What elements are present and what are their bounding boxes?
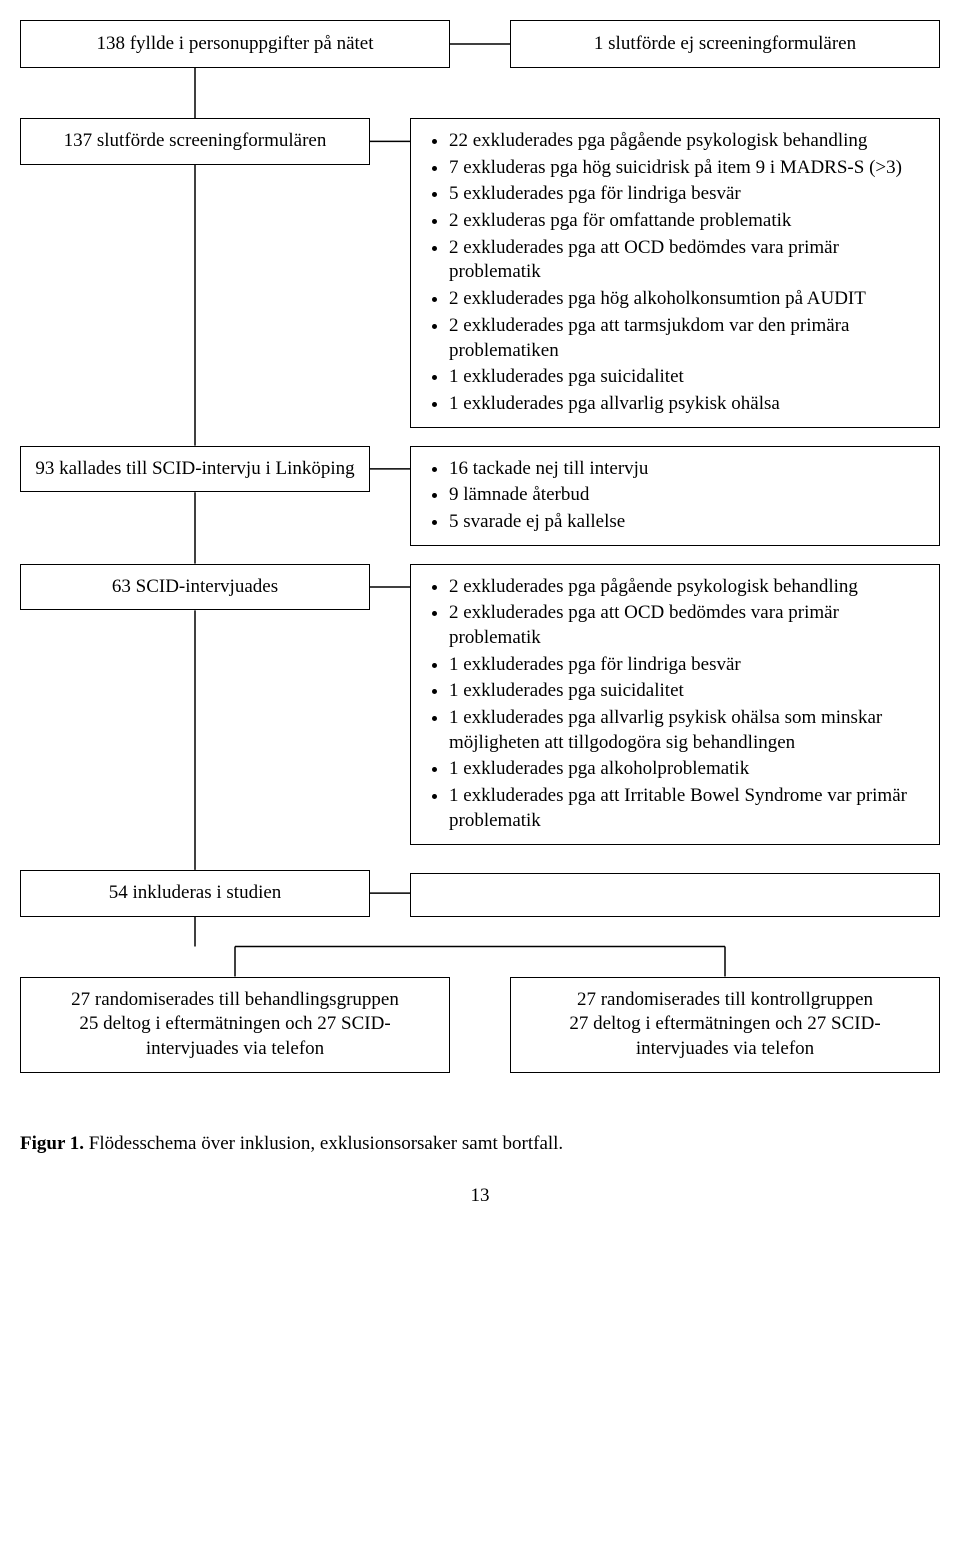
exclusion-list-3: 2 exkluderades pga pågående psykologisk … xyxy=(423,575,927,834)
box-kontrollgruppen: 27 randomiserades till kontrollgruppen27… xyxy=(510,977,940,1073)
box-empty xyxy=(410,873,940,917)
list-item: 1 exkluderades pga suicidalitet xyxy=(449,365,927,390)
list-item: 16 tackade nej till intervju xyxy=(449,457,927,482)
list-item: 7 exkluderas pga hög suicidrisk på item … xyxy=(449,156,927,181)
page-number: 13 xyxy=(20,1185,940,1207)
box-behandlingsgruppen: 27 randomiserades till behandlingsgruppe… xyxy=(20,977,450,1073)
list-item: 2 exkluderades pga att OCD bedömdes vara… xyxy=(449,601,927,650)
exclusion-list-1: 22 exkluderades pga pågående psykologisk… xyxy=(423,129,927,417)
list-item: 5 exkluderades pga för lindriga besvär xyxy=(449,182,927,207)
list-item: 1 exkluderades pga allvarlig psykisk ohä… xyxy=(449,706,927,755)
list-item: 1 exkluderades pga att Irritable Bowel S… xyxy=(449,784,927,833)
box-slutforde-ej: 1 slutförde ej screeningformulären xyxy=(510,20,940,68)
list-item: 2 exkluderades pga hög alkoholkonsumtion… xyxy=(449,287,927,312)
box-54-inkluderas: 54 inkluderas i studien xyxy=(20,870,370,917)
box-137-slutforde: 137 slutförde screeningformulären xyxy=(20,118,370,165)
list-item: 2 exkluderas pga för omfattande problema… xyxy=(449,209,927,234)
box-exclusion-2: 16 tackade nej till intervju9 lämnade åt… xyxy=(410,446,940,546)
list-item: 2 exkluderades pga pågående psykologisk … xyxy=(449,575,927,600)
list-item: 1 exkluderades pga alkoholproblematik xyxy=(449,757,927,782)
box-63-scid: 63 SCID-intervjuades xyxy=(20,564,370,611)
box-fyllde-personuppgifter: 138 fyllde i personuppgifter på nätet xyxy=(20,20,450,68)
exclusion-list-2: 16 tackade nej till intervju9 lämnade åt… xyxy=(423,457,927,535)
list-item: 5 svarade ej på kallelse xyxy=(449,510,927,535)
list-item: 22 exkluderades pga pågående psykologisk… xyxy=(449,129,927,154)
box-93-kallades: 93 kallades till SCID-intervju i Linköpi… xyxy=(20,446,370,493)
list-item: 9 lämnade återbud xyxy=(449,483,927,508)
box-exclusion-3: 2 exkluderades pga pågående psykologisk … xyxy=(410,564,940,845)
box-exclusion-1: 22 exkluderades pga pågående psykologisk… xyxy=(410,118,940,428)
list-item: 1 exkluderades pga för lindriga besvär xyxy=(449,653,927,678)
caption-bold: Figur 1. xyxy=(20,1133,84,1154)
list-item: 1 exkluderades pga allvarlig psykisk ohä… xyxy=(449,392,927,417)
list-item: 1 exkluderades pga suicidalitet xyxy=(449,679,927,704)
list-item: 2 exkluderades pga att OCD bedömdes vara… xyxy=(449,236,927,285)
caption-text: Flödesschema över inklusion, exklusionso… xyxy=(84,1133,563,1154)
list-item: 2 exkluderades pga att tarmsjukdom var d… xyxy=(449,314,927,363)
figure-caption: Figur 1. Flödesschema över inklusion, ex… xyxy=(20,1133,940,1155)
